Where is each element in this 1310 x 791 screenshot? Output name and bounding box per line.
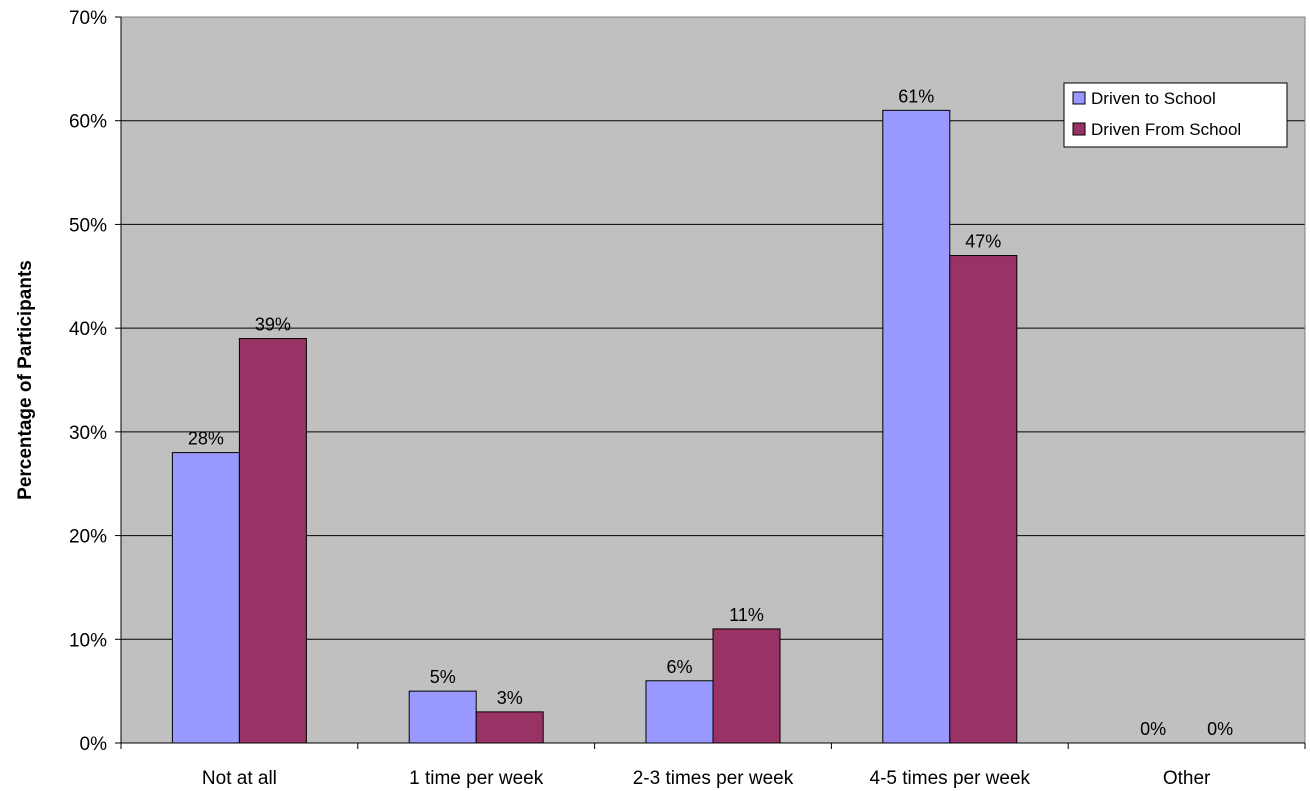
data-label: 28% <box>188 429 224 449</box>
bar-driven-from-school <box>238 338 307 744</box>
bar-driven-from-school <box>949 255 1018 744</box>
x-tick-label: Other <box>1163 768 1211 789</box>
y-tick-label: 0% <box>80 734 108 755</box>
bar-driven-from-school <box>712 628 781 744</box>
legend-label: Driven From School <box>1091 120 1241 139</box>
legend-swatch <box>1072 91 1086 105</box>
y-tick-label: 70% <box>69 8 107 29</box>
y-tick-label: 60% <box>69 112 107 133</box>
x-tick-label: 2-3 times per week <box>633 768 794 789</box>
legend: Driven to School Driven From School <box>1063 82 1288 148</box>
legend-box <box>1063 82 1288 148</box>
y-tick-label: 20% <box>69 527 107 548</box>
bar-driven-to-school <box>171 452 240 744</box>
legend-label: Driven to School <box>1091 89 1216 108</box>
data-label: 3% <box>497 688 523 708</box>
bars <box>171 109 1018 744</box>
y-axis-title: Percentage of Participants <box>15 260 36 500</box>
data-label: 11% <box>729 605 764 625</box>
data-label: 0% <box>1207 719 1233 739</box>
data-labels: 28% 39% 5% 3% 6% 11% 61% 47% 0% 0% <box>188 86 1233 739</box>
x-tick-label: 4-5 times per week <box>870 768 1031 789</box>
y-tick-label: 10% <box>69 630 107 651</box>
bar-driven-from-school <box>475 711 544 744</box>
data-label: 39% <box>255 315 291 335</box>
data-label: 0% <box>1140 719 1166 739</box>
bar-driven-to-school <box>645 680 714 744</box>
y-tick-label: 50% <box>69 215 107 236</box>
x-tick-label: 1 time per week <box>409 768 544 789</box>
y-tick-label: 40% <box>69 319 107 340</box>
data-label: 47% <box>965 232 1001 252</box>
data-label: 61% <box>898 86 934 106</box>
y-tick-label: 30% <box>69 423 107 444</box>
x-tick-label: Not at all <box>202 768 277 789</box>
data-label: 5% <box>430 667 456 687</box>
data-label: 6% <box>666 657 692 677</box>
bar-driven-to-school <box>408 690 477 744</box>
legend-swatch <box>1072 122 1086 136</box>
bar-driven-to-school <box>882 109 951 744</box>
axes: 0% 10% 20% 30% 40% 50% 60% 70% Not at all 1 time … <box>69 8 1306 789</box>
